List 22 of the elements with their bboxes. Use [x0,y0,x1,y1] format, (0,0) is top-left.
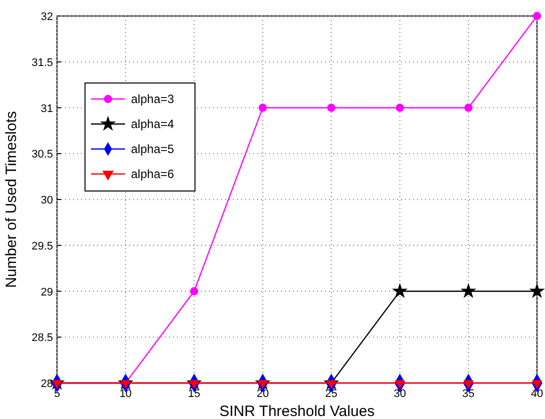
y-axis-title: Number of Used Timeslots [3,111,20,288]
y-tick-label: 29.5 [32,240,53,252]
legend-label: alpha=4 [131,117,174,131]
x-tick-label: 15 [188,388,200,400]
y-tick-label: 32 [40,11,53,23]
y-tick-label: 31 [40,102,53,115]
x-tick-label: 35 [462,388,475,400]
legend-label: alpha=6 [131,167,174,181]
x-tick-label: 30 [394,388,406,400]
y-tick-label: 31.5 [32,56,53,69]
x-tick-label: 40 [530,388,544,400]
y-tick-label: 30.5 [32,148,53,161]
legend-label: alpha=5 [131,142,174,156]
y-tick-label: 28.5 [32,332,53,344]
y-tick-label: 28 [40,378,53,390]
x-tick-label: 20 [256,388,269,400]
x-tick-label: 25 [325,388,338,400]
legend-label: alpha=3 [131,92,174,106]
y-tick-label: 30 [40,194,53,206]
y-tick-label: 29 [40,286,53,298]
x-axis-title: SINR Threshold Values [219,403,375,419]
x-tick-label: 10 [119,388,132,400]
